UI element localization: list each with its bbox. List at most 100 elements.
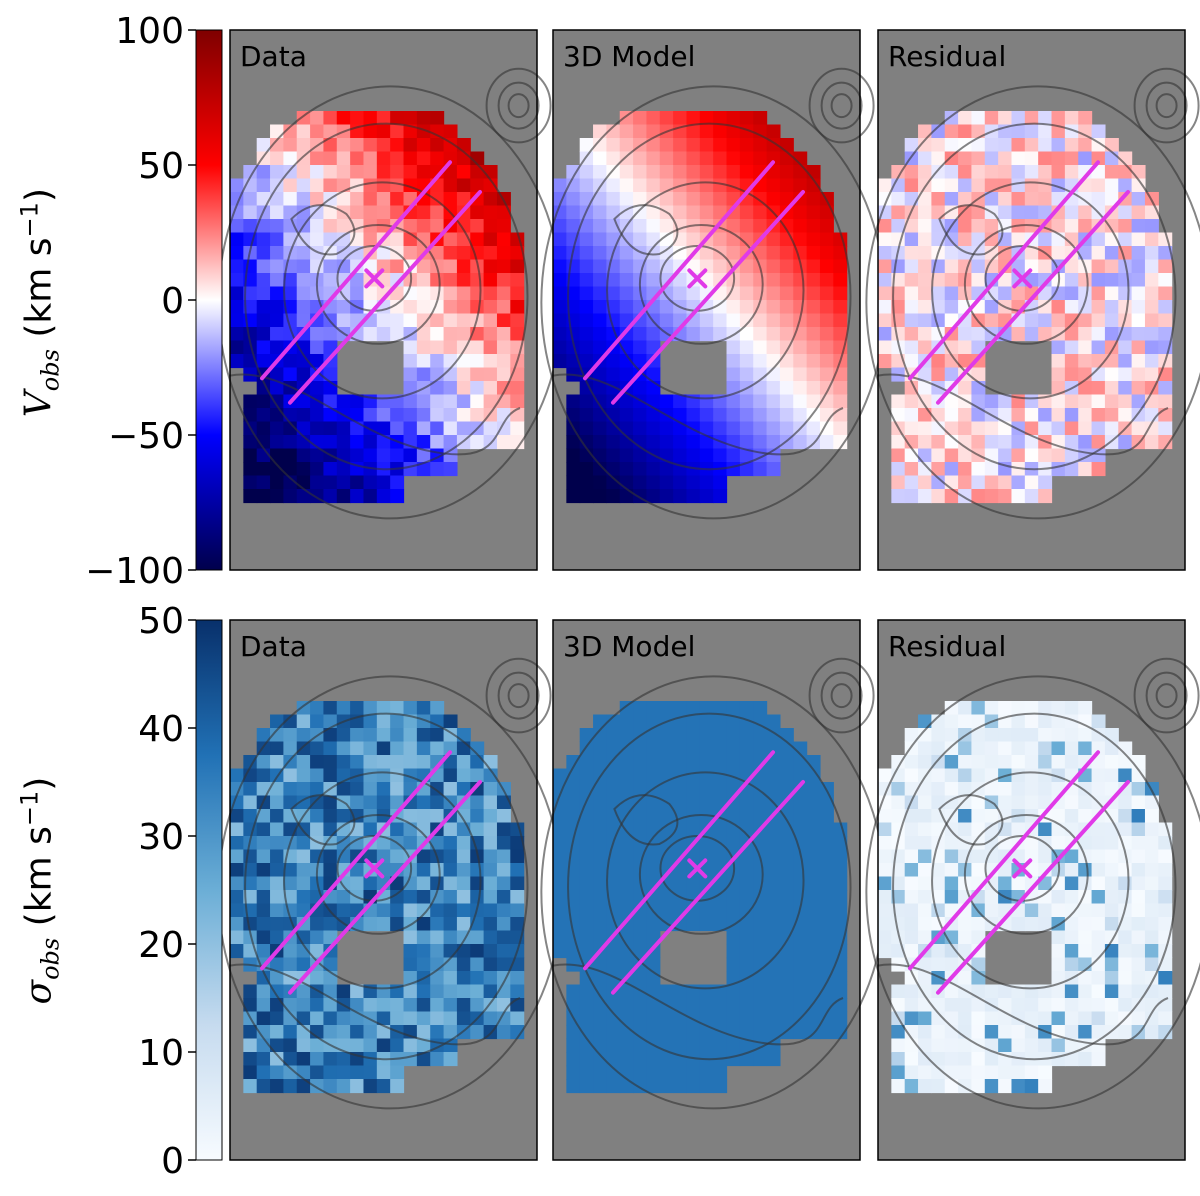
pixel	[376, 714, 391, 729]
pixel	[944, 863, 959, 878]
pixel	[958, 1038, 973, 1053]
pixel	[931, 165, 946, 180]
pixel	[1038, 421, 1053, 436]
pixel	[336, 138, 351, 153]
pixel	[904, 232, 919, 247]
pixel	[1131, 219, 1146, 234]
pixel	[350, 475, 365, 490]
pixel	[470, 822, 485, 837]
pixel	[1104, 421, 1119, 436]
pixel	[350, 246, 365, 261]
pixel	[403, 421, 418, 436]
pixel	[270, 273, 284, 288]
pixel	[283, 475, 298, 490]
pixel	[833, 286, 848, 301]
pixel	[456, 917, 471, 932]
pixel	[579, 809, 594, 824]
pixel	[931, 1025, 946, 1040]
pixel	[971, 435, 986, 450]
pixel	[443, 782, 458, 797]
pixel	[416, 863, 431, 878]
pixel	[918, 1025, 932, 1040]
pixel	[403, 836, 418, 851]
pixel	[726, 408, 741, 423]
pixel	[739, 1025, 754, 1040]
pixel	[270, 971, 284, 986]
pixel	[1011, 138, 1026, 153]
pixel	[766, 313, 781, 328]
pixel	[931, 1038, 946, 1053]
pixel	[430, 273, 445, 288]
pixel	[376, 741, 391, 756]
pixel	[510, 971, 525, 986]
pixel	[510, 421, 525, 436]
pixel	[606, 435, 621, 450]
pixel	[230, 849, 244, 864]
pixel	[1158, 971, 1173, 986]
pixel	[1131, 863, 1146, 878]
pixel	[878, 930, 892, 945]
pixel	[806, 930, 821, 945]
panel-velocity-residual: Residual	[865, 29, 1200, 571]
pixel	[918, 782, 932, 797]
pixel	[958, 219, 973, 234]
pixel	[1091, 124, 1106, 139]
pixel	[646, 178, 661, 193]
pixel	[256, 138, 271, 153]
pixel	[918, 728, 932, 743]
pixel	[336, 728, 351, 743]
pixel	[456, 903, 471, 918]
pixel	[336, 1065, 351, 1080]
pixel	[766, 822, 781, 837]
pixel	[350, 755, 365, 770]
pixel	[336, 165, 351, 180]
colorbar-tick-label: −50	[108, 416, 184, 457]
slit-line	[611, 780, 805, 995]
pixel	[878, 259, 892, 274]
pixel	[891, 475, 906, 490]
pixel	[931, 890, 946, 905]
pixel	[579, 232, 594, 247]
pixel	[416, 327, 431, 342]
pixel	[323, 714, 338, 729]
pixel	[944, 408, 959, 423]
pixel	[1104, 728, 1119, 743]
pixel	[1078, 1052, 1093, 1067]
pixel	[363, 151, 378, 166]
pixel	[1104, 809, 1119, 824]
pixel	[1144, 421, 1159, 436]
pixel	[579, 300, 594, 315]
pixel	[553, 286, 567, 301]
pixel	[971, 205, 986, 220]
pixel	[1091, 300, 1106, 315]
pixel	[619, 701, 634, 716]
pixel	[1118, 205, 1133, 220]
pixel	[336, 701, 351, 716]
pixel	[256, 327, 271, 342]
pixel	[806, 903, 821, 918]
pixel	[1104, 300, 1119, 315]
pixel	[659, 394, 674, 409]
pixel	[659, 313, 674, 328]
pixel	[1024, 489, 1039, 504]
pixel	[336, 232, 351, 247]
pixel	[1118, 354, 1133, 369]
pixel	[483, 232, 498, 247]
pixel	[510, 1025, 525, 1040]
pixel	[819, 219, 834, 234]
pixel	[1064, 849, 1079, 864]
pixel	[553, 903, 567, 918]
pixel	[496, 219, 511, 234]
contour-line	[485, 657, 552, 734]
pixel	[243, 219, 258, 234]
pixel	[739, 822, 754, 837]
pixel	[430, 408, 445, 423]
pixel	[819, 232, 834, 247]
pixel	[566, 408, 581, 423]
pixel	[659, 863, 674, 878]
pixel	[766, 890, 781, 905]
pixel	[256, 286, 271, 301]
pixel	[1064, 890, 1079, 905]
pixel	[753, 313, 768, 328]
pixel	[1011, 205, 1026, 220]
